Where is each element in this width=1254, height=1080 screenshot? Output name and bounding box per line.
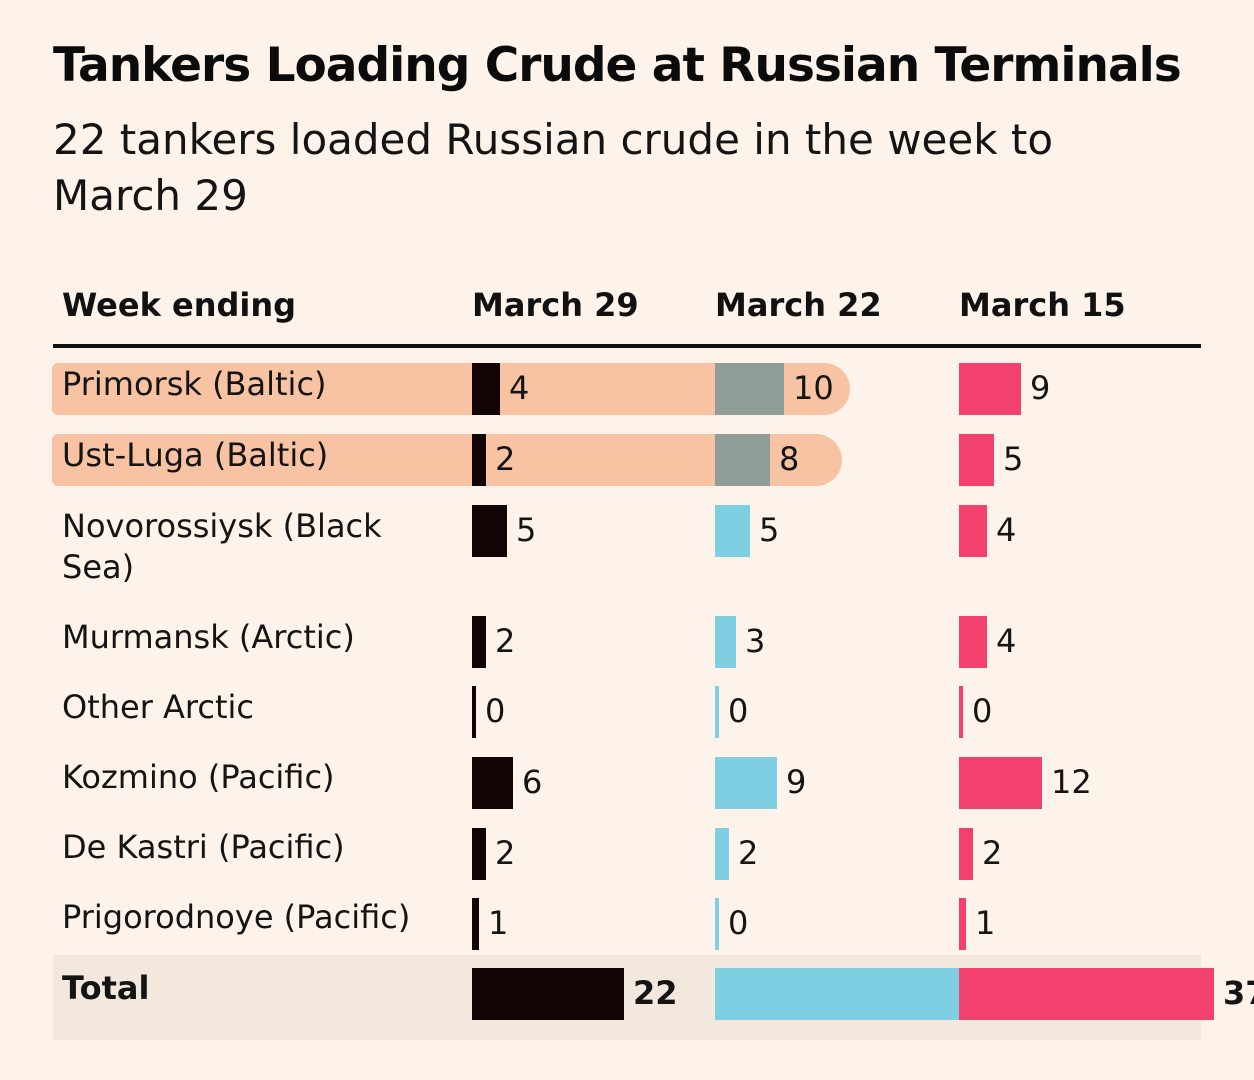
bar-de-kastri-pacific-march-15 [959, 828, 973, 880]
bar-murmansk-arctic-march-15 [959, 616, 987, 668]
row-label-ust-luga-baltic: Ust-Luga (Baltic) [62, 436, 329, 474]
bar-de-kastri-pacific-march-29 [472, 828, 486, 880]
row-label-primorsk-baltic: Primorsk (Baltic) [62, 365, 327, 403]
bar-other-arctic-march-15 [959, 686, 963, 738]
row-header: Week ending [62, 286, 297, 324]
bar-kozmino-pacific-march-29 [472, 757, 513, 809]
row-label-kozmino-pacific: Kozmino (Pacific) [62, 758, 335, 796]
bar-kozmino-pacific-march-15 [959, 757, 1042, 809]
value-label-novorossiysk-black-sea-march-22: 5 [759, 511, 780, 549]
value-label-de-kastri-pacific-march-15: 2 [982, 834, 1003, 872]
row-label-total: Total [62, 969, 150, 1007]
bar-murmansk-arctic-march-22 [715, 616, 736, 668]
value-label-murmansk-arctic-march-29: 2 [495, 622, 516, 660]
row-label-de-kastri-pacific: De Kastri (Pacific) [62, 828, 345, 866]
bar-novorossiysk-black-sea-march-22 [715, 505, 750, 557]
value-label-other-arctic-march-29: 0 [485, 692, 506, 730]
row-label-murmansk-arctic: Murmansk (Arctic) [62, 618, 355, 656]
column-header-march-15: March 15 [959, 286, 1126, 324]
bar-ust-luga-baltic-march-15 [959, 434, 994, 486]
value-label-ust-luga-baltic-march-15: 5 [1003, 440, 1024, 478]
value-label-kozmino-pacific-march-29: 6 [522, 763, 543, 801]
bar-novorossiysk-black-sea-march-15 [959, 505, 987, 557]
value-label-other-arctic-march-15: 0 [972, 692, 993, 730]
bar-murmansk-arctic-march-29 [472, 616, 486, 668]
value-label-prigorodnoye-pacific-march-29: 1 [488, 904, 509, 942]
row-label-prigorodnoye-pacific: Prigorodnoye (Pacific) [62, 898, 411, 936]
bar-primorsk-baltic-march-15 [959, 363, 1021, 415]
bar-total-march-29 [472, 968, 624, 1020]
value-label-prigorodnoye-pacific-march-22: 0 [728, 904, 749, 942]
bar-prigorodnoye-pacific-march-29 [472, 898, 479, 950]
value-label-novorossiysk-black-sea-march-15: 4 [996, 511, 1017, 549]
row-label-novorossiysk-black-sea: Novorossiysk (Black Sea) [62, 507, 382, 586]
bar-ust-luga-baltic-march-22 [715, 434, 770, 486]
value-label-murmansk-arctic-march-15: 4 [996, 622, 1017, 660]
bar-total-march-22 [715, 968, 970, 1020]
column-header-march-22: March 22 [715, 286, 882, 324]
bar-de-kastri-pacific-march-22 [715, 828, 729, 880]
bar-total-march-15 [959, 968, 1214, 1020]
column-header-march-29: March 29 [472, 286, 639, 324]
value-label-primorsk-baltic-march-22: 10 [793, 369, 834, 407]
value-label-primorsk-baltic-march-29: 4 [509, 369, 530, 407]
bar-ust-luga-baltic-march-29 [472, 434, 486, 486]
header-divider [53, 344, 1201, 348]
value-label-prigorodnoye-pacific-march-15: 1 [975, 904, 996, 942]
value-label-ust-luga-baltic-march-29: 2 [495, 440, 516, 478]
bar-primorsk-baltic-march-22 [715, 363, 784, 415]
value-label-murmansk-arctic-march-22: 3 [745, 622, 766, 660]
highlight-ust-luga [52, 434, 842, 486]
value-label-kozmino-pacific-march-15: 12 [1051, 763, 1092, 801]
bar-novorossiysk-black-sea-march-29 [472, 505, 507, 557]
bar-primorsk-baltic-march-29 [472, 363, 500, 415]
bar-other-arctic-march-22 [715, 686, 719, 738]
row-label-other-arctic: Other Arctic [62, 688, 254, 726]
value-label-other-arctic-march-22: 0 [728, 692, 749, 730]
value-label-novorossiysk-black-sea-march-29: 5 [516, 511, 537, 549]
bar-other-arctic-march-29 [472, 686, 476, 738]
value-label-total-march-15: 37 [1223, 974, 1254, 1012]
bar-kozmino-pacific-march-22 [715, 757, 777, 809]
value-label-de-kastri-pacific-march-29: 2 [495, 834, 516, 872]
value-label-primorsk-baltic-march-15: 9 [1030, 369, 1051, 407]
value-label-kozmino-pacific-march-22: 9 [786, 763, 807, 801]
value-label-total-march-29: 22 [633, 974, 678, 1012]
chart-title: Tankers Loading Crude at Russian Termina… [53, 38, 1182, 93]
chart-subtitle: 22 tankers loaded Russian crude in the w… [53, 115, 1054, 220]
bar-prigorodnoye-pacific-march-22 [715, 898, 719, 950]
value-label-ust-luga-baltic-march-22: 8 [779, 440, 800, 478]
bar-prigorodnoye-pacific-march-15 [959, 898, 966, 950]
value-label-de-kastri-pacific-march-22: 2 [738, 834, 759, 872]
